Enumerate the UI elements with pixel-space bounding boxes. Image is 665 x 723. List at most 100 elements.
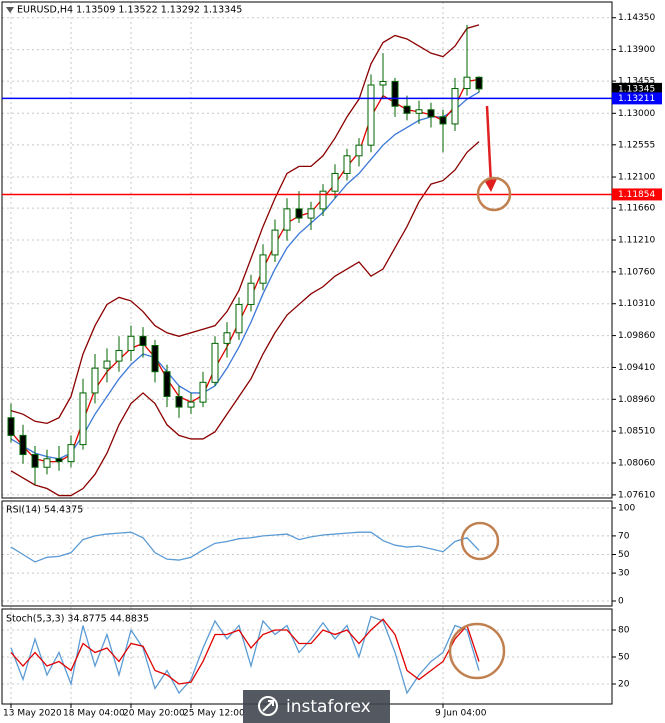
x-tick-label: 20 May 20:00 bbox=[123, 709, 185, 719]
candle-body bbox=[271, 229, 279, 256]
rsi-panel bbox=[1, 500, 613, 607]
candle-body bbox=[31, 454, 39, 468]
y-tick-label: 1.08060 bbox=[618, 459, 655, 469]
candle-body bbox=[439, 116, 447, 125]
y-tick-label: 1.11660 bbox=[618, 204, 655, 214]
highlight-circle bbox=[460, 521, 500, 561]
candle-body bbox=[319, 190, 327, 210]
symbol-icon bbox=[6, 7, 14, 13]
candle-body bbox=[259, 254, 267, 284]
panel-title: RSI(14) 54.4375 bbox=[6, 505, 83, 516]
price-tag bbox=[612, 82, 662, 95]
candle-body bbox=[235, 303, 243, 334]
watermark: instaforex bbox=[286, 697, 371, 717]
panel-title: Stoch(5,3,3) 34.8775 44.8835 bbox=[6, 614, 149, 625]
logo-icon bbox=[262, 700, 274, 712]
candle-body bbox=[367, 84, 375, 146]
candle-body bbox=[211, 342, 219, 383]
y-tick-label: 1.07610 bbox=[618, 490, 655, 500]
series-line bbox=[10, 531, 480, 563]
price-tag-label: 1.13211 bbox=[618, 94, 655, 104]
candle-body bbox=[223, 332, 231, 344]
arrow bbox=[485, 105, 493, 185]
x-tick-label: 25 May 12:00 bbox=[183, 709, 245, 719]
grid-layer bbox=[2, 2, 612, 704]
candle-body bbox=[127, 335, 135, 351]
y-tick-label: 1.13000 bbox=[618, 109, 655, 119]
y-tick-label: 70 bbox=[618, 531, 630, 541]
y-tick-label: 1.10760 bbox=[618, 267, 655, 277]
price-tag bbox=[612, 92, 662, 105]
candle-body bbox=[199, 381, 207, 403]
candle-body bbox=[115, 349, 123, 362]
price-panel bbox=[1, 1, 613, 499]
candle-body bbox=[103, 360, 111, 369]
y-tick-label: 1.08510 bbox=[618, 427, 655, 437]
logo-icon bbox=[258, 696, 278, 716]
y-tick-label: 30 bbox=[618, 569, 630, 579]
y-tick-label: 1.13455 bbox=[618, 77, 655, 87]
highlight-circle bbox=[476, 176, 512, 212]
candle-body bbox=[307, 208, 315, 219]
arrow-head bbox=[484, 179, 497, 192]
annotations bbox=[6, 7, 512, 680]
candle-body bbox=[331, 172, 339, 192]
candle-body bbox=[403, 105, 411, 114]
candle-body bbox=[391, 80, 399, 107]
price-tag-label: 1.11854 bbox=[618, 190, 655, 200]
series-line bbox=[10, 618, 480, 685]
candle-body bbox=[475, 76, 483, 90]
y-tick-label: 1.12555 bbox=[618, 140, 655, 150]
candle-body bbox=[55, 458, 63, 463]
panel-title: EURUSD,H4 1.13509 1.13522 1.13292 1.1334… bbox=[17, 5, 242, 16]
x-tick-label: 18 May 04:00 bbox=[63, 709, 125, 719]
candle-body bbox=[163, 371, 171, 397]
candle-body bbox=[343, 155, 351, 174]
y-tick-label: 1.12100 bbox=[618, 173, 655, 183]
candle-body bbox=[295, 208, 303, 219]
y-tick-label: 20 bbox=[618, 680, 630, 690]
candle-body bbox=[283, 208, 291, 231]
y-tick-label: 0 bbox=[618, 597, 624, 607]
y-tick-label: 100 bbox=[618, 504, 635, 514]
y-tick-label: 1.13900 bbox=[618, 45, 655, 55]
candle-body bbox=[451, 88, 459, 125]
series-line bbox=[10, 615, 480, 695]
y-tick-label: 1.14350 bbox=[618, 13, 655, 23]
candle-body bbox=[379, 80, 387, 86]
candle-body bbox=[187, 401, 195, 408]
candle-body bbox=[19, 434, 27, 456]
highlight-circle bbox=[448, 622, 506, 680]
candle-body bbox=[7, 417, 15, 436]
candle-body bbox=[151, 345, 159, 373]
y-tick-label: 50 bbox=[618, 550, 630, 560]
candle-body bbox=[427, 109, 435, 118]
candle-body bbox=[463, 76, 471, 90]
y-tick-label: 1.09860 bbox=[618, 331, 655, 341]
price-tag-label: 1.13345 bbox=[618, 84, 655, 94]
candle-body bbox=[43, 458, 51, 468]
candle-body bbox=[67, 444, 75, 463]
x-tick-label: 9 Jun 04:00 bbox=[435, 709, 487, 719]
y-tick-label: 1.09410 bbox=[618, 363, 655, 373]
candle-body bbox=[175, 395, 183, 408]
candle-body bbox=[247, 282, 255, 305]
candle-body bbox=[139, 335, 147, 347]
marks-layer: EURUSD,H4 1.13509 1.13522 1.13292 1.1334… bbox=[2, 5, 662, 719]
candle-body bbox=[415, 109, 423, 114]
candle-body bbox=[355, 144, 363, 157]
price-tag bbox=[612, 188, 662, 201]
logo: instaforex bbox=[243, 690, 390, 723]
y-tick-label: 80 bbox=[618, 626, 630, 636]
y-tick-label: 50 bbox=[618, 653, 630, 663]
candle-body bbox=[91, 367, 99, 394]
series-line bbox=[10, 141, 480, 497]
y-tick-label: 1.08960 bbox=[618, 395, 655, 405]
series-line bbox=[10, 91, 480, 460]
candle-body bbox=[79, 392, 87, 446]
x-tick-label: 13 May 2020 bbox=[3, 709, 62, 719]
y-tick-label: 1.10310 bbox=[618, 299, 655, 309]
y-tick-label: 1.11210 bbox=[618, 236, 655, 246]
